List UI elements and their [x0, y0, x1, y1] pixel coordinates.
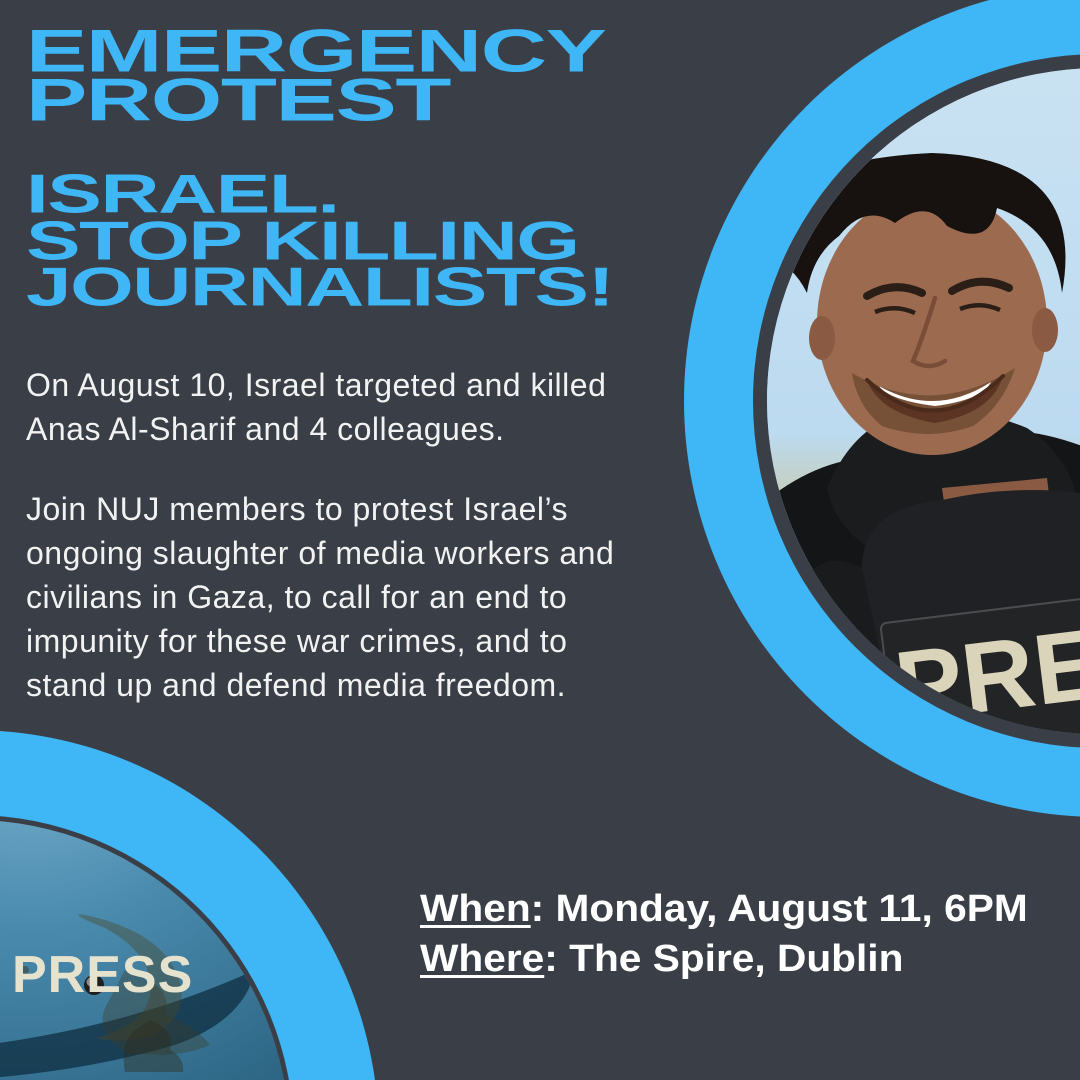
svg-text:PRESS: PRESS: [12, 946, 193, 1004]
